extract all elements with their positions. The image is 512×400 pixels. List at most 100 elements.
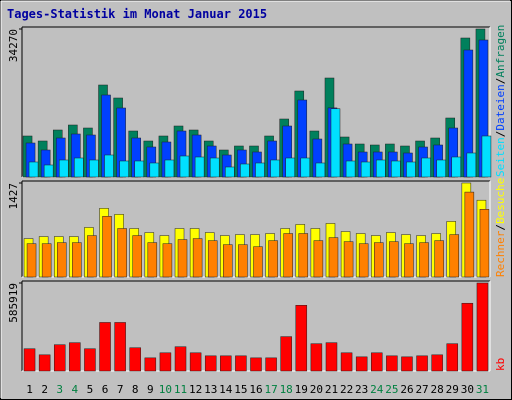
- bar: [119, 160, 129, 178]
- bar: [102, 216, 112, 278]
- bar: [464, 191, 475, 278]
- bar: [436, 159, 446, 178]
- bar: [179, 155, 190, 178]
- x-tick-label: 6: [102, 383, 109, 396]
- bar: [99, 322, 111, 372]
- bar: [53, 344, 66, 372]
- bar: [371, 352, 383, 372]
- chart-title: Tages-Statistik im Monat Januar 2015: [7, 7, 267, 21]
- bar: [149, 162, 160, 178]
- bar: [207, 240, 218, 278]
- bar: [209, 157, 220, 178]
- x-tick-label: 12: [189, 383, 202, 396]
- bar: [89, 159, 99, 178]
- bar: [313, 240, 324, 278]
- bar: [84, 348, 96, 372]
- bar: [26, 243, 37, 278]
- bar: [404, 243, 414, 278]
- bar: [235, 355, 247, 372]
- x-tick-label: 14: [219, 383, 233, 396]
- x-tick-label: 29: [446, 383, 459, 396]
- legend-entry: kb: [494, 358, 507, 371]
- bar: [134, 160, 144, 178]
- x-tick-label: 9: [147, 383, 154, 396]
- bar: [253, 246, 263, 278]
- bar: [419, 242, 429, 278]
- bar: [240, 163, 250, 178]
- bar: [223, 244, 233, 278]
- x-tick-label: 10: [159, 383, 172, 396]
- bar: [280, 336, 292, 372]
- legend-separator: /: [494, 78, 507, 85]
- bar: [268, 240, 278, 278]
- bar: [481, 135, 492, 178]
- x-tick-label: 8: [132, 383, 139, 396]
- bar: [56, 242, 67, 278]
- legend: Seiten/Dateien/Anfragen: [494, 25, 507, 177]
- bar: [38, 354, 51, 372]
- bar: [449, 234, 460, 278]
- bar: [340, 352, 353, 372]
- x-tick-label: 27: [415, 383, 428, 396]
- bar: [41, 243, 52, 278]
- bar: [129, 347, 141, 372]
- bar: [285, 157, 295, 178]
- bar: [87, 235, 97, 278]
- bar: [255, 162, 265, 178]
- legend-entry: Anfragen: [494, 25, 507, 78]
- legend-entry: Seiten: [494, 137, 507, 177]
- legend: kb: [494, 358, 507, 371]
- bar: [225, 166, 235, 178]
- bar: [159, 352, 172, 372]
- bar: [479, 209, 490, 278]
- bar: [270, 159, 280, 178]
- bar: [406, 161, 416, 178]
- x-tick-label: 22: [340, 383, 353, 396]
- bar: [315, 162, 326, 178]
- bar: [104, 154, 114, 178]
- bar: [265, 357, 277, 372]
- bar: [23, 348, 36, 372]
- legend: Rechner/Besuche: [494, 178, 507, 277]
- bar: [162, 243, 173, 278]
- x-tick-label: 20: [310, 383, 323, 396]
- legend-separator: /: [494, 131, 507, 138]
- bar: [416, 355, 428, 372]
- x-tick-label: 5: [87, 383, 94, 396]
- x-tick-label: 16: [249, 383, 262, 396]
- bar: [391, 160, 401, 178]
- bar: [69, 342, 81, 372]
- bar: [310, 343, 323, 372]
- bar: [461, 302, 474, 372]
- bar: [147, 242, 158, 278]
- x-tick-label: 11: [174, 383, 187, 396]
- bar: [358, 243, 369, 278]
- y-tick-label: 34270: [7, 29, 20, 62]
- bar: [451, 156, 462, 178]
- x-tick-label: 4: [72, 383, 79, 396]
- x-tick-label: 26: [400, 383, 413, 396]
- bar: [192, 238, 203, 278]
- x-tick-label: 24: [370, 383, 384, 396]
- bar: [194, 156, 205, 178]
- bar: [330, 108, 341, 178]
- x-tick-label: 1: [26, 383, 33, 396]
- x-tick-label: 18: [280, 383, 293, 396]
- bar: [401, 356, 413, 372]
- bar: [58, 159, 69, 178]
- x-tick-label: 19: [295, 383, 308, 396]
- legend-entry: Dateien: [494, 84, 507, 130]
- bar: [328, 237, 339, 278]
- x-tick-label: 17: [264, 383, 277, 396]
- bar: [446, 343, 459, 372]
- bar: [325, 342, 338, 372]
- x-tick-label: 3: [56, 383, 63, 396]
- bar: [431, 354, 443, 372]
- bar: [476, 282, 489, 372]
- bar: [174, 346, 187, 372]
- bar: [132, 235, 142, 278]
- bar: [345, 160, 356, 178]
- bar: [389, 241, 399, 278]
- bar: [238, 244, 248, 278]
- bar: [343, 241, 354, 278]
